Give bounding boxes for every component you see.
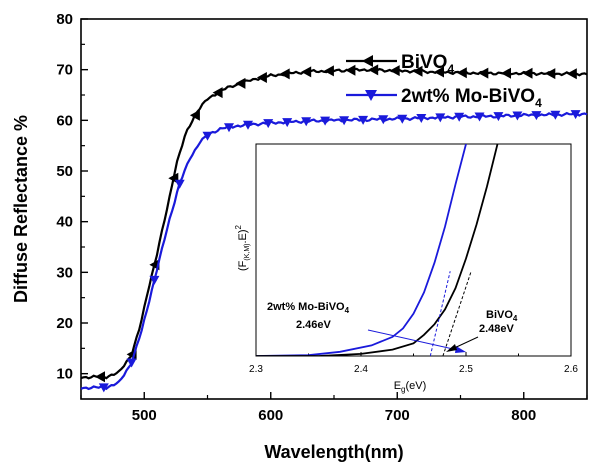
y-axis-title: Diffuse Reflectance % bbox=[11, 115, 31, 303]
y-tick-label-20: 20 bbox=[56, 315, 73, 332]
legend-item-bivo4: BiVO4 bbox=[346, 52, 454, 76]
marker-bivo4-18 bbox=[501, 67, 511, 79]
inset-axes: 2.3 2.4 2.5 2.6 bbox=[249, 352, 578, 375]
arrow-head-bivo4 bbox=[446, 344, 457, 352]
marker-bivo4-16 bbox=[456, 67, 467, 79]
inset-x-tick-label-2-5: 2.5 bbox=[459, 364, 473, 375]
legend-marker-bivo4 bbox=[362, 55, 373, 67]
marker-bivo4-7 bbox=[256, 72, 267, 83]
marker-2wt-mo-bivo4-7 bbox=[263, 119, 274, 129]
marker-2wt-mo-bivo4-12 bbox=[358, 115, 369, 125]
y-tick-label-70: 70 bbox=[56, 62, 73, 79]
y-tick-label-10: 10 bbox=[56, 366, 73, 383]
legend-marker-mo-bivo4 bbox=[365, 90, 377, 101]
inset-y-axis-title: (F(K,M).E)2 bbox=[234, 224, 251, 271]
marker-2wt-mo-bivo4-2 bbox=[149, 275, 160, 285]
marker-2wt-mo-bivo4-17 bbox=[454, 112, 465, 122]
marker-2wt-mo-bivo4-3 bbox=[174, 179, 185, 189]
legend-label-mo-bivo4: 2wt% Mo-BiVO4 bbox=[401, 86, 542, 110]
marker-2wt-mo-bivo4-9 bbox=[301, 117, 312, 127]
marker-2wt-mo-bivo4-23 bbox=[570, 110, 581, 120]
inset-x-tick-label-2-4: 2.4 bbox=[354, 364, 368, 375]
marker-bivo4-8 bbox=[279, 68, 290, 80]
marker-bivo4-21 bbox=[566, 68, 577, 80]
x-axis-title: Wavelength(nm) bbox=[264, 442, 403, 462]
marker-2wt-mo-bivo4-5 bbox=[224, 123, 234, 133]
main-series bbox=[80, 64, 588, 393]
marker-bivo4-6 bbox=[235, 77, 246, 89]
marker-2wt-mo-bivo4-11 bbox=[339, 116, 350, 126]
marker-2wt-mo-bivo4-22 bbox=[550, 110, 561, 120]
x-tick-label-700: 700 bbox=[385, 407, 410, 424]
marker-2wt-mo-bivo4-16 bbox=[435, 113, 446, 123]
inset-series bbox=[256, 144, 499, 357]
marker-2wt-mo-bivo4-19 bbox=[493, 112, 504, 122]
marker-bivo4-9 bbox=[301, 66, 312, 78]
legend-label-bivo4: BiVO4 bbox=[401, 52, 454, 76]
marker-bivo4-11 bbox=[345, 64, 356, 76]
inset-line-bivo4 bbox=[256, 144, 499, 356]
marker-bivo4-15 bbox=[434, 66, 444, 78]
inset-tangent-0 bbox=[429, 271, 451, 357]
x-tick-label-500: 500 bbox=[132, 407, 157, 424]
y-tick-label-50: 50 bbox=[56, 163, 73, 180]
inset-plot-frame bbox=[255, 143, 572, 357]
marker-bivo4-10 bbox=[323, 65, 334, 77]
marker-2wt-mo-bivo4-21 bbox=[531, 111, 542, 121]
annotation-bivo4-label: BiVO4 bbox=[486, 309, 518, 323]
marker-2wt-mo-bivo4-13 bbox=[378, 115, 389, 125]
legend-item-mo-bivo4: 2wt% Mo-BiVO4 bbox=[346, 86, 542, 110]
x-tick-label-600: 600 bbox=[258, 407, 283, 424]
marker-2wt-mo-bivo4-1 bbox=[126, 358, 137, 368]
marker-bivo4-13 bbox=[389, 65, 400, 77]
y-tick-label-80: 80 bbox=[56, 11, 73, 28]
marker-2wt-mo-bivo4-15 bbox=[416, 114, 427, 123]
annotation-arrows bbox=[367, 329, 479, 353]
marker-bivo4-17 bbox=[478, 67, 489, 79]
marker-bivo4-12 bbox=[368, 64, 379, 76]
x-tick-label-800: 800 bbox=[511, 407, 536, 424]
inset-x-tick-label-2-6: 2.6 bbox=[564, 364, 578, 375]
inset-chart: 2.3 2.4 2.5 2.6 Eg(eV) (F(K,M).E)2 2wt% Mo-… bbox=[234, 143, 578, 394]
marker-bivo4-20 bbox=[545, 68, 556, 80]
y-tick-label-40: 40 bbox=[56, 214, 73, 231]
marker-bivo4-19 bbox=[522, 67, 533, 79]
marker-2wt-mo-bivo4-10 bbox=[320, 116, 331, 126]
marker-bivo4-4 bbox=[189, 109, 200, 121]
marker-2wt-mo-bivo4-6 bbox=[243, 120, 253, 130]
marker-2wt-mo-bivo4-0 bbox=[98, 383, 109, 393]
marker-2wt-mo-bivo4-20 bbox=[512, 111, 523, 121]
inset-x-tick-label-2-3: 2.3 bbox=[249, 364, 263, 375]
annotation-bivo4-value: 2.48eV bbox=[479, 323, 515, 335]
arrow-head-mo-bivo4 bbox=[455, 346, 466, 353]
marker-2wt-mo-bivo4-18 bbox=[474, 112, 485, 122]
marker-2wt-mo-bivo4-4 bbox=[202, 131, 213, 141]
arrow-mo-bivo4 bbox=[367, 329, 463, 352]
y-tick-label-30: 30 bbox=[56, 264, 73, 281]
marker-2wt-mo-bivo4-14 bbox=[397, 114, 408, 124]
y-tick-label-60: 60 bbox=[56, 112, 73, 129]
marker-bivo4-14 bbox=[412, 65, 423, 77]
annotation-mo-bivo4-label: 2wt% Mo-BiVO4 bbox=[267, 301, 350, 315]
inset-line-2wt-mo-bivo4 bbox=[256, 144, 467, 356]
marker-bivo4-5 bbox=[212, 87, 223, 99]
annotation-mo-bivo4-value: 2.46eV bbox=[296, 319, 332, 331]
marker-2wt-mo-bivo4-8 bbox=[282, 118, 293, 128]
main-axes: 500 600 700 800 10 20 30 40 50 60 70 80 bbox=[56, 11, 588, 424]
inset-x-axis-title: Eg(eV) bbox=[394, 380, 427, 394]
legend: BiVO4 2wt% Mo-BiVO4 bbox=[346, 52, 542, 110]
series-line-2wt-mo-bivo4 bbox=[80, 111, 588, 391]
marker-bivo4-0 bbox=[95, 371, 105, 383]
